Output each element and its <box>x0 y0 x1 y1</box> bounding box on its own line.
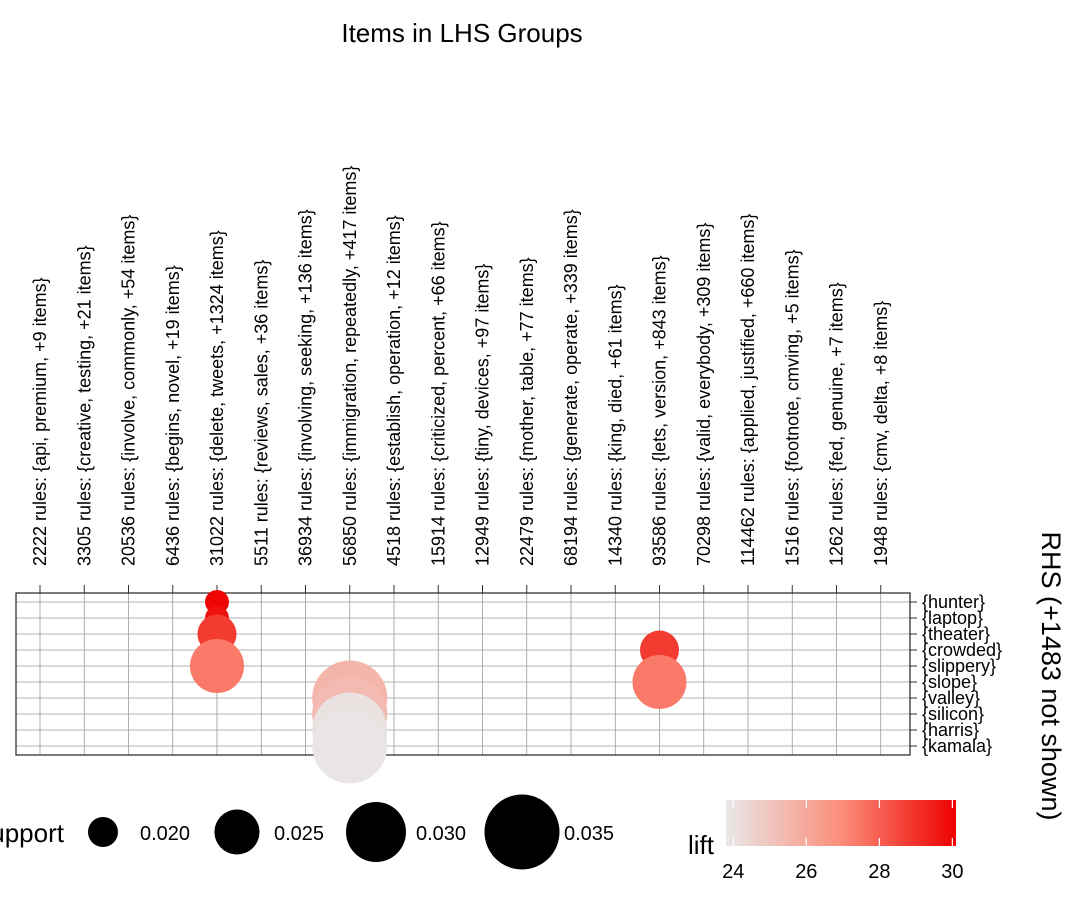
lhs-group-label: 15914 rules: {criticized, percent, +66 i… <box>428 221 448 566</box>
lift-legend-label: 30 <box>941 861 963 883</box>
rhs-item-label: {silicon} <box>922 704 984 724</box>
support-legend-label: 0.035 <box>564 823 614 845</box>
lift-legend-label: 24 <box>722 861 744 883</box>
y-axis-title: RHS (+1483 not shown) <box>1036 532 1066 821</box>
lhs-group-label: 4518 rules: {establish, operation, +12 i… <box>384 215 404 566</box>
lhs-group-labels: 2222 rules: {api, premium, +9 items} 3305… <box>30 166 891 566</box>
lhs-group-label: 1516 rules: {footnote, cmving, +5 items} <box>782 249 802 566</box>
lhs-group-label: 14340 rules: {king, died, +61 items} <box>605 284 625 566</box>
lift-colorbar <box>726 800 956 846</box>
support-legend-key <box>346 802 406 862</box>
support-legend-label: 0.025 <box>274 823 324 845</box>
lift-legend: lift 24 26 28 30 <box>688 800 963 883</box>
lhs-group-label: 70298 rules: {valid, everybody, +309 ite… <box>694 223 714 566</box>
support-legend-label: 0.020 <box>140 823 190 845</box>
lhs-group-label: 6436 rules: {begins, novel, +19 items} <box>163 265 183 566</box>
support-legend-key <box>214 809 260 855</box>
lhs-group-label: 5511 rules: {reviews, sales, +36 items} <box>251 260 271 566</box>
plot-grid <box>15 585 917 756</box>
chart-title: Items in LHS Groups <box>341 18 582 48</box>
rhs-item-label: {hunter} <box>922 592 985 612</box>
rhs-item-label: {laptop} <box>922 608 983 628</box>
plot-border <box>15 592 911 756</box>
data-point <box>632 655 687 709</box>
lhs-group-label: 2222 rules: {api, premium, +9 items} <box>30 277 50 566</box>
rhs-item-label: {valley} <box>922 688 980 708</box>
rhs-item-label: {slippery} <box>922 656 996 676</box>
support-legend-label: 0.030 <box>416 823 466 845</box>
lift-legend-title: lift <box>688 830 715 860</box>
lift-legend-label: 26 <box>795 861 817 883</box>
lhs-group-label: 36934 rules: {involving, seeking, +136 i… <box>296 209 316 566</box>
rhs-item-labels: {hunter}{laptop}{theater}{crowded}{slipp… <box>922 592 1002 756</box>
lhs-group-label: 114462 rules: {applied, justified, +660 … <box>738 214 758 566</box>
lhs-group-label: 12949 rules: {tiny, devices, +97 items} <box>473 264 493 566</box>
rhs-item-label: {theater} <box>922 624 990 644</box>
lhs-group-label: 1948 rules: {cmv, delta, +8 items} <box>871 301 891 566</box>
rhs-item-label: {crowded} <box>922 640 1002 660</box>
rhs-item-label: {slope} <box>922 672 977 692</box>
lhs-group-label: 3305 rules: {creative, testing, +21 item… <box>74 245 94 566</box>
lhs-group-label: 93586 rules: {lets, version, +843 items} <box>650 255 670 566</box>
lhs-group-label: 22479 rules: {mother, table, +77 items} <box>517 257 537 566</box>
support-legend: support 0.020 0.025 0.030 0.035 <box>0 794 614 870</box>
data-point <box>190 639 244 693</box>
support-legend-title: support <box>0 818 65 848</box>
lhs-group-label: 20536 rules: {involve, commonly, +54 ite… <box>119 215 139 566</box>
data-points <box>190 590 687 784</box>
data-point <box>312 708 388 784</box>
lhs-group-label: 56850 rules: {immigration, repeatedly, +… <box>340 166 360 566</box>
rhs-item-label: {kamala} <box>922 736 992 756</box>
support-legend-key <box>88 817 118 847</box>
lift-legend-label: 28 <box>868 861 890 883</box>
rhs-item-label: {harris} <box>922 720 979 740</box>
lhs-group-label: 31022 rules: {delete, tweets, +1324 item… <box>207 230 227 566</box>
lhs-group-label: 1262 rules: {fed, genuine, +7 items} <box>827 282 847 566</box>
support-legend-key <box>484 794 560 870</box>
lhs-group-label: 68194 rules: {generate, operate, +339 it… <box>561 209 581 566</box>
